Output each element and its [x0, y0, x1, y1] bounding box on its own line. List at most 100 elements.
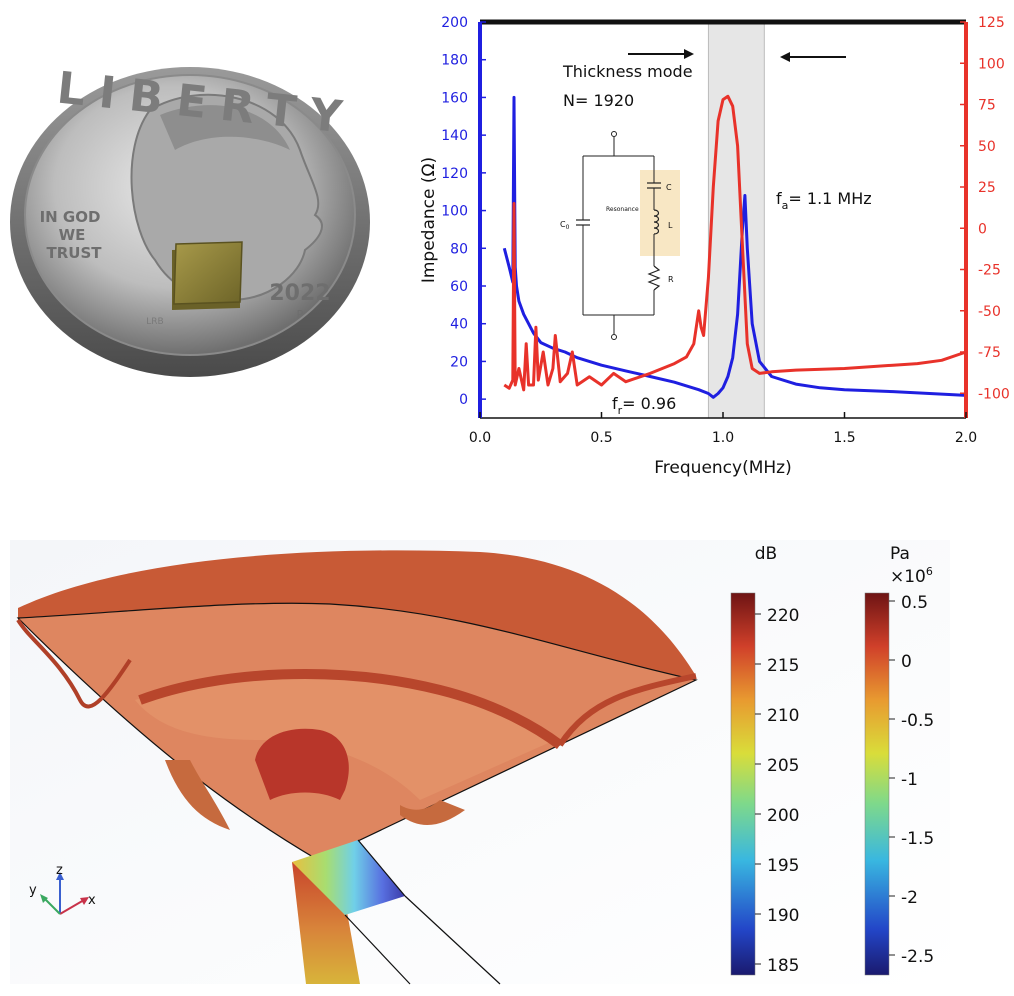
circuit-label-resonance: Resonance: [606, 206, 639, 213]
beam-slice-rainbow: [292, 840, 405, 915]
left-tick-label: 60: [450, 279, 468, 295]
left-tick-label: 180: [441, 53, 468, 69]
x-tick-label: 1.0: [712, 430, 734, 446]
coin-photo: LIBERTY IN GOD WE TRUST 2022 P LRB: [10, 63, 370, 377]
impedance-chart: 0.0 0.5 1.0 1.5 2.0 0 20 40 60 80 100 120 140 160 180…: [419, 15, 1010, 478]
fr-subscript: r: [618, 404, 623, 417]
right-tick-label: 100: [978, 56, 1005, 72]
colorbar-pa-unit: Pa: [890, 544, 910, 564]
colorbar-db-tick-label: 185: [767, 956, 799, 976]
equivalent-circuit: C0 Resonance C L R: [560, 131, 680, 340]
wave-ridge-far: [557, 673, 697, 747]
annotation-fr: fr= 0.96: [612, 394, 676, 417]
wave-ridge-middle: [138, 669, 563, 750]
simulation-panel: z y x dB 220 215 210 205 200 195 190 185 Pa ×10…: [10, 540, 950, 985]
colorbar-db-tick-label: 215: [767, 656, 799, 676]
fr-symbol: f: [612, 394, 618, 413]
pa-scale-exponent: 6: [926, 565, 933, 578]
colorbar-db-tick-label: 195: [767, 856, 799, 876]
fa-value: = 1.1 MHz: [788, 189, 871, 208]
wave-inner-band: [135, 676, 555, 800]
arrow-right: [628, 49, 694, 59]
right-tick-label: 0: [978, 221, 987, 237]
axis-label-z: z: [56, 863, 63, 878]
right-tick-label: -50: [978, 304, 1001, 320]
colorbar-db-tick-label: 220: [767, 606, 799, 626]
colorbar-db-tick-label: 200: [767, 806, 799, 826]
c0-subscript: 0: [566, 224, 570, 231]
left-tick-label: 100: [441, 204, 468, 220]
central-pressure-peak: [255, 728, 349, 800]
colorbar-db: dB 220 215 210 205 200 195 190 185: [730, 544, 799, 976]
right-tick-label: -75: [978, 345, 1001, 361]
wave-trough-right: [400, 800, 465, 826]
colorbar-pa-tick-label: 0.5: [901, 593, 928, 613]
right-tick-label: 75: [978, 98, 996, 114]
coin-motto-line3: TRUST: [47, 244, 103, 262]
wave-trough-left: [165, 760, 230, 830]
transducer-chip: [173, 241, 243, 305]
annotation-fa: fa= 1.1 MHz: [776, 189, 872, 212]
left-tick-label: 0: [459, 392, 468, 408]
chart-ylabel: Impedance (Ω): [419, 157, 439, 283]
domain-edge-1: [344, 914, 411, 985]
x-tick-label: 1.5: [833, 430, 855, 446]
colorbar-pa-scale: ×106: [890, 565, 933, 587]
colorbar-pa-tick-label: -2: [901, 888, 918, 908]
right-tick-label: -25: [978, 263, 1001, 279]
colorbar-pa-tick-label: -1.5: [901, 829, 934, 849]
colorbar-db-tick-label: 210: [767, 706, 799, 726]
fa-subscript: a: [782, 199, 789, 212]
coin-hair: [160, 105, 290, 150]
circuit-label-l: L: [668, 221, 673, 230]
coin-initials: LRB: [146, 317, 163, 327]
fa-symbol: f: [776, 189, 782, 208]
x-tick-label: 0.5: [590, 430, 612, 446]
colorbar-db-unit: dB: [755, 544, 777, 564]
annotation-thickness-mode: Thickness mode: [562, 62, 693, 81]
colorbar-pa-tick-label: 0: [901, 652, 912, 672]
right-tick-label: -100: [978, 386, 1010, 402]
annotation-n-value: N= 1920: [563, 91, 634, 110]
axis-label-y: y: [29, 883, 37, 898]
right-tick-label: 50: [978, 139, 996, 155]
left-tick-label: 160: [441, 90, 468, 106]
colorbar-pa-tick-label: -2.5: [901, 947, 934, 967]
colorbar-db-gradient: [730, 592, 756, 976]
colorbar-db-tick-label: 190: [767, 906, 799, 926]
axis-triad: z y x: [29, 863, 96, 915]
left-tick-label: 140: [441, 128, 468, 144]
pa-scale-main: ×10: [890, 567, 926, 587]
circuit-resonance-highlight: [640, 170, 680, 256]
left-tick-label: 40: [450, 317, 468, 333]
x-tick-label: 2.0: [955, 430, 977, 446]
fr-value: = 0.96: [622, 394, 676, 413]
circuit-label-c0: C0: [560, 220, 570, 231]
colorbar-pa-tick-label: -0.5: [901, 711, 934, 731]
x-tick-label: 0.0: [469, 430, 491, 446]
series-phase-line: [503, 94, 967, 392]
c0-symbol: C: [560, 220, 566, 229]
coin-motto-line2: WE: [59, 226, 86, 244]
coin-motto-line1: IN GOD: [40, 208, 101, 226]
right-tick-label: 125: [978, 15, 1005, 31]
left-tick-label: 20: [450, 354, 468, 370]
wave-ridge-outer: [16, 618, 132, 709]
colorbar-db-tick-label: 205: [767, 756, 799, 776]
arrow-left: [780, 52, 846, 62]
circuit-label-c: C: [666, 183, 672, 192]
domain-edge-3: [357, 839, 406, 897]
domain-edge-2: [404, 895, 501, 985]
right-tick-label: 25: [978, 180, 996, 196]
circuit-label-r: R: [668, 275, 674, 284]
coin-mint-mark: P: [297, 308, 304, 321]
colorbar-pa-gradient: [864, 592, 890, 976]
series-impedance-line: [502, 95, 967, 399]
chart-resonance-band: [707, 21, 765, 419]
left-tick-label: 200: [441, 15, 468, 31]
colorbar-pa: Pa ×106 0.5 0 -0.5 -1 -1.5 -2 -2.5: [864, 544, 934, 976]
left-tick-label: 120: [441, 166, 468, 182]
colorbar-pa-tick-label: -1: [901, 770, 918, 790]
chart-xlabel: Frequency(MHz): [654, 458, 791, 478]
axis-label-x: x: [88, 893, 96, 908]
